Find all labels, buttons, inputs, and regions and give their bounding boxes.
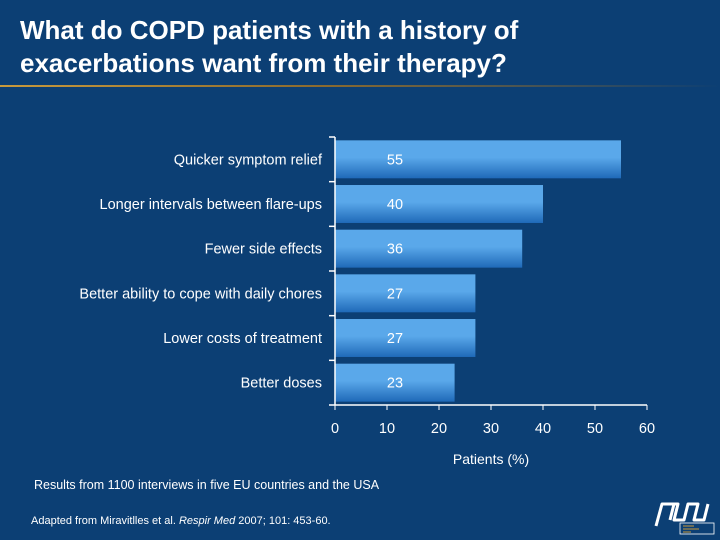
category-label: Quicker symptom relief: [174, 152, 323, 168]
category-label: Better ability to cope with daily chores: [79, 286, 322, 302]
bar: [335, 140, 621, 179]
bar: [335, 319, 476, 357]
x-tick-label: 60: [639, 421, 655, 437]
data-label: 27: [387, 331, 403, 347]
source-citation: Adapted from Miravitlles et al. Respir M…: [31, 515, 331, 527]
bar-chart: Quicker symptom relief 55 Longer intervals…: [79, 136, 655, 467]
data-label: 36: [387, 242, 403, 258]
source-suffix: 2007; 101: 453-60.: [235, 515, 331, 527]
x-tick-label: 30: [483, 421, 499, 437]
title-divider: [0, 85, 720, 87]
data-label: 23: [387, 376, 403, 392]
data-label: 40: [387, 197, 403, 213]
slide-title: What do COPD patients with a history of …: [20, 15, 519, 78]
x-axis-title: Patients (%): [453, 451, 529, 467]
category-label: Lower costs of treatment: [163, 331, 322, 347]
bar: [335, 363, 455, 402]
data-label: 55: [387, 152, 403, 168]
x-tick-label: 0: [331, 421, 339, 437]
study-note: Results from 1100 interviews in five EU …: [34, 478, 380, 492]
category-label: Fewer side effects: [205, 242, 322, 258]
x-tick-label: 10: [379, 421, 395, 437]
bar: [335, 229, 523, 268]
source-journal: Respir Med: [178, 515, 236, 527]
bar: [335, 274, 476, 313]
x-tick-label: 40: [535, 421, 551, 437]
bar: [335, 185, 543, 223]
source-prefix: Adapted from Miravitlles et al.: [31, 515, 179, 527]
data-label: 27: [387, 286, 403, 302]
x-tick-label: 20: [431, 421, 447, 437]
category-label: Better doses: [241, 376, 322, 392]
category-label: Longer intervals between flare-ups: [100, 197, 322, 213]
network-logo-icon: [654, 502, 715, 535]
x-tick-label: 50: [587, 421, 603, 437]
